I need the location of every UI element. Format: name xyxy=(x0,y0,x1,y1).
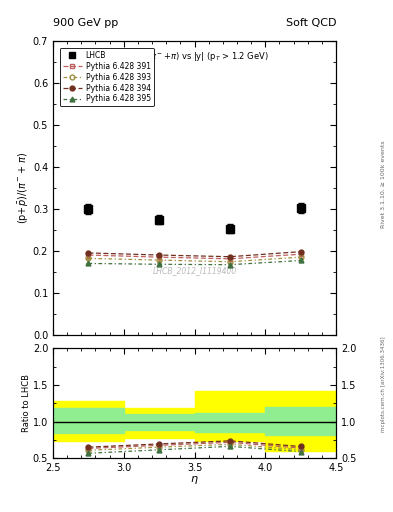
Legend: LHCB, Pythia 6.428 391, Pythia 6.428 393, Pythia 6.428 394, Pythia 6.428 395: LHCB, Pythia 6.428 391, Pythia 6.428 393… xyxy=(60,48,154,106)
Text: 900 GeV pp: 900 GeV pp xyxy=(53,18,118,28)
Text: Rivet 3.1.10, ≥ 100k events: Rivet 3.1.10, ≥ 100k events xyxy=(381,140,386,228)
Text: LHCB_2012_I1119400: LHCB_2012_I1119400 xyxy=(152,266,237,275)
Y-axis label: Ratio to LHCB: Ratio to LHCB xyxy=(22,374,31,432)
Text: Soft QCD: Soft QCD xyxy=(286,18,336,28)
Text: mcplots.cern.ch [arXiv:1306.3436]: mcplots.cern.ch [arXiv:1306.3436] xyxy=(381,336,386,432)
X-axis label: $\eta$: $\eta$ xyxy=(190,475,199,486)
Y-axis label: (p+$\bar{p}$)/($\pi^-$+ $\pi$): (p+$\bar{p}$)/($\pi^-$+ $\pi$) xyxy=(17,152,31,224)
Text: ($\bar{p}$+p)/($\pi^-$+$\pi$) vs |y| (p$_T$ > 1.2 GeV): ($\bar{p}$+p)/($\pi^-$+$\pi$) vs |y| (p$… xyxy=(120,50,269,63)
